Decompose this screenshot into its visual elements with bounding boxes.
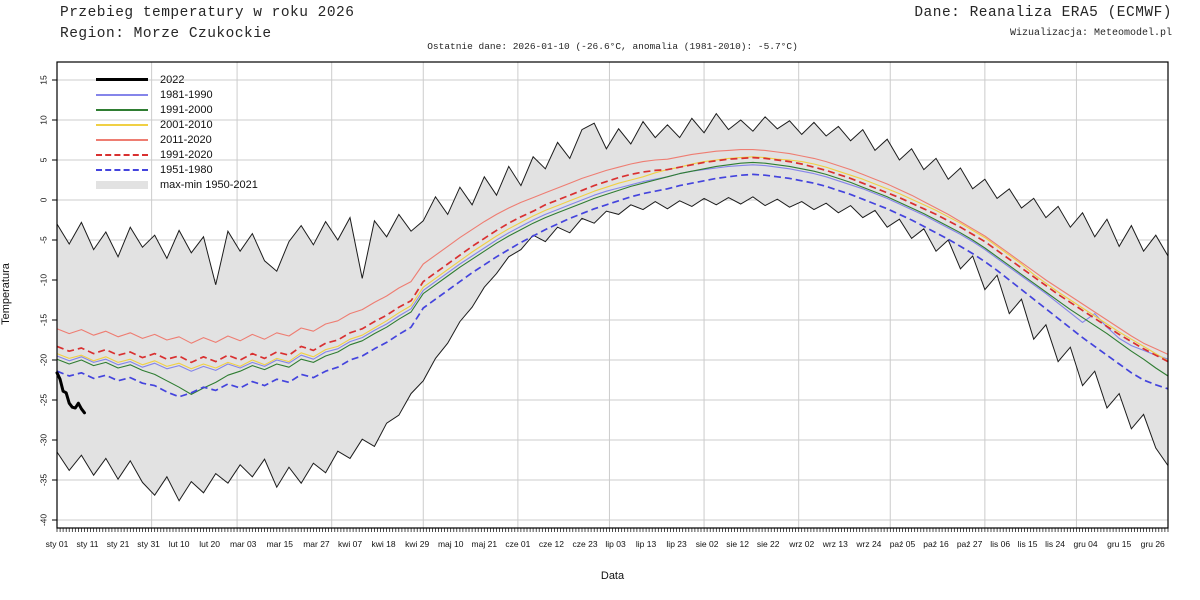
x-tick-label: gru 04 xyxy=(1074,539,1098,549)
legend-item: 1951-1980 xyxy=(96,163,258,178)
y-tick-label: -25 xyxy=(38,394,48,407)
x-tick-label: paź 05 xyxy=(890,539,916,549)
series-line-2011-2020 xyxy=(56,149,1169,355)
x-tick-label: paź 16 xyxy=(923,539,949,549)
x-tick-label: kwi 18 xyxy=(372,539,396,549)
x-axis-title: Data xyxy=(600,570,625,582)
y-tick-label: 10 xyxy=(38,115,48,125)
series-line-current xyxy=(55,371,86,415)
x-tick-label: wrz 02 xyxy=(788,539,814,549)
series-line-1951-1980 xyxy=(56,173,1169,398)
band-max-edge xyxy=(56,112,1169,285)
visualization-credit: Wizualizacja: Meteomodel.pl xyxy=(1009,28,1172,39)
legend-label: 1951-1980 xyxy=(160,164,213,177)
x-tick-label: sie 12 xyxy=(726,539,749,549)
x-tick-label: maj 10 xyxy=(438,539,464,549)
series-line-1991-2000 xyxy=(56,161,1169,395)
x-tick-label: wrz 24 xyxy=(855,539,881,549)
legend-line-swatch xyxy=(96,108,148,111)
series-line-1981-1990 xyxy=(56,164,1169,372)
data-source-label: Dane: Reanaliza ERA5 (ECMWF) xyxy=(914,5,1172,21)
legend-line-swatch xyxy=(96,93,148,96)
band-min-edge xyxy=(56,196,1169,502)
legend-item: 2022 xyxy=(96,72,258,87)
x-tick-label: cze 01 xyxy=(505,539,530,549)
legend-line-swatch xyxy=(96,78,148,82)
legend-label: 2022 xyxy=(160,73,185,86)
legend-item: 1981-1990 xyxy=(96,87,258,102)
x-tick-label: wrz 13 xyxy=(822,539,848,549)
series-line-2001-2010 xyxy=(56,156,1169,370)
x-tick-label: gru 26 xyxy=(1141,539,1165,549)
y-tick-label: 5 xyxy=(38,157,48,162)
legend-item: 2011-2020 xyxy=(96,132,258,147)
x-tick-label: mar 27 xyxy=(303,539,330,549)
legend-item: 1991-2020 xyxy=(96,147,258,162)
x-tick-label: mar 03 xyxy=(230,539,257,549)
legend-item: 1991-2000 xyxy=(96,102,258,117)
legend-label: 1991-2000 xyxy=(160,103,213,116)
x-tick-label: kwi 07 xyxy=(338,539,362,549)
x-axis: sty 01 sty 11 sty 21 sty 31 lut 10 lut 20 mar … xyxy=(46,539,1165,549)
x-tick-label: sty 11 xyxy=(76,539,98,549)
y-tick-label: 15 xyxy=(38,75,48,85)
page-title: Przebieg temperatury w roku 2026 xyxy=(60,5,355,21)
x-tick-label: sty 31 xyxy=(137,539,160,549)
x-tick-label: sie 02 xyxy=(696,539,719,549)
x-tick-label: mar 15 xyxy=(267,539,294,549)
y-tick-label: -20 xyxy=(38,354,48,367)
x-tick-label: cze 23 xyxy=(573,539,598,549)
region-subtitle: Region: Morze Czukockie xyxy=(60,26,272,42)
legend-label: max-min 1950-2021 xyxy=(160,179,258,192)
latest-data-subtitle: Ostatnie dane: 2026-01-10 (-26.6°C, anom… xyxy=(427,41,798,52)
legend-line-swatch xyxy=(96,138,148,141)
legend-label: 1981-1990 xyxy=(160,88,213,101)
y-tick-label: -10 xyxy=(38,274,48,287)
chart-legend: 2022 1981-1990 1991-2000 2001-2010 2011-2020… xyxy=(96,72,258,193)
legend-item: 2001-2010 xyxy=(96,117,258,132)
legend-band-swatch xyxy=(96,181,148,190)
legend-label: 2011-2020 xyxy=(160,133,212,146)
legend-label: 1991-2020 xyxy=(160,149,213,162)
x-tick-label: lis 24 xyxy=(1045,539,1065,549)
x-tick-label: sty 01 xyxy=(46,539,69,549)
legend-line-swatch xyxy=(96,154,148,157)
y-tick-label: -30 xyxy=(38,434,48,447)
legend-line-swatch xyxy=(96,169,148,172)
x-tick-label: gru 15 xyxy=(1107,539,1131,549)
y-axis: 15 10 5 0 -5 -10 -15 -20 -25 -30 -35 -40 xyxy=(38,75,57,526)
x-tick-label: lis 06 xyxy=(990,539,1010,549)
legend-label: 2001-2010 xyxy=(160,118,213,131)
y-tick-label: -15 xyxy=(38,314,48,327)
y-tick-label: -35 xyxy=(38,474,48,487)
x-tick-label: lip 13 xyxy=(636,539,657,549)
y-tick-label: -40 xyxy=(38,514,48,527)
x-tick-label: lip 23 xyxy=(666,539,687,549)
x-tick-label: lut 10 xyxy=(169,539,190,549)
x-tick-label: cze 12 xyxy=(539,539,564,549)
x-tick-label: paź 27 xyxy=(957,539,983,549)
x-tick-label: kwi 29 xyxy=(405,539,429,549)
series-line-1991-2020 xyxy=(56,156,1169,364)
y-tick-label: -5 xyxy=(38,236,48,244)
x-axis-daily-ticks xyxy=(56,528,1169,532)
y-axis-title: Temperatura xyxy=(0,263,12,325)
x-tick-label: lip 03 xyxy=(605,539,626,549)
x-tick-label: sie 22 xyxy=(757,539,780,549)
x-tick-label: lut 20 xyxy=(199,539,220,549)
x-tick-label: maj 21 xyxy=(472,539,498,549)
legend-item: max-min 1950-2021 xyxy=(96,178,258,193)
x-tick-label: lis 15 xyxy=(1018,539,1038,549)
y-tick-label: 0 xyxy=(38,197,48,202)
legend-line-swatch xyxy=(96,123,148,126)
x-tick-label: sty 21 xyxy=(107,539,130,549)
